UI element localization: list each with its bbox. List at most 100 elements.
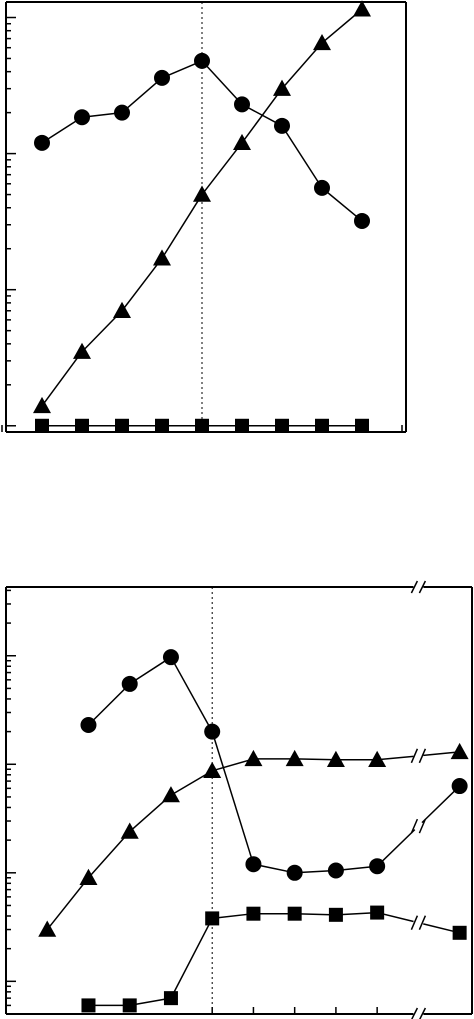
series-circle: [80, 649, 468, 881]
data-point-triangle: [244, 749, 263, 767]
data-point-triangle: [273, 79, 291, 96]
data-point-circle: [80, 717, 97, 734]
series-segment: [211, 731, 255, 865]
line-break-slash: [418, 818, 427, 834]
line-break-slash: [410, 748, 419, 764]
data-point-triangle: [193, 185, 211, 202]
series-segment: [161, 194, 203, 259]
series-segment: [421, 785, 461, 824]
series-segment: [376, 829, 416, 867]
series-segment: [241, 88, 283, 144]
data-point-triangle: [353, 0, 371, 17]
data-point-triangle: [326, 750, 345, 767]
data-point-circle: [327, 862, 344, 879]
line-break-slash: [410, 915, 419, 930]
series-segment: [281, 125, 323, 189]
series-triangle: [33, 0, 371, 414]
data-point-circle: [194, 52, 210, 69]
series-segment: [121, 77, 163, 114]
data-point-square: [75, 418, 89, 433]
data-point-triangle: [79, 868, 98, 885]
data-point-circle: [162, 649, 179, 666]
data-point-square: [355, 418, 369, 433]
series-segment: [377, 755, 414, 761]
axis-break-slash: [411, 1007, 419, 1019]
data-point-triangle: [450, 742, 469, 760]
chart-panel-2: [5, 580, 473, 1019]
data-point-square: [235, 418, 249, 433]
data-point-circle: [74, 109, 90, 126]
line-break-slash: [418, 748, 427, 764]
series-segment: [170, 656, 213, 732]
series-square: [35, 418, 369, 433]
series-segment: [201, 142, 243, 196]
series-segment: [41, 351, 83, 407]
axis-frame: [5, 586, 473, 1015]
axis-break-slash: [418, 580, 427, 594]
data-point-circle: [114, 104, 130, 121]
data-point-triangle: [38, 920, 57, 937]
data-point-square: [81, 998, 96, 1013]
data-point-square: [315, 418, 329, 433]
data-point-triangle: [368, 750, 387, 767]
series-segment: [294, 758, 336, 761]
data-point-square: [275, 418, 289, 433]
data-point-triangle: [285, 749, 304, 767]
axis-break: [410, 580, 427, 1019]
data-point-circle: [154, 69, 170, 86]
data-point-circle: [34, 134, 50, 151]
data-point-square: [328, 907, 343, 922]
data-point-triangle: [120, 822, 139, 839]
data-point-square: [115, 418, 129, 433]
data-point-circle: [274, 117, 290, 134]
data-point-circle: [121, 675, 138, 692]
series-segment: [321, 187, 363, 222]
data-point-square: [195, 418, 209, 433]
data-point-square: [205, 911, 220, 926]
data-point-circle: [234, 96, 250, 113]
data-point-triangle: [73, 342, 91, 359]
series-segment: [121, 257, 163, 312]
series-segment: [170, 918, 213, 999]
data-point-triangle: [203, 761, 222, 779]
data-point-circle: [451, 778, 468, 795]
data-point-square: [35, 418, 49, 433]
series-triangle: [38, 742, 469, 937]
line-break-slash: [410, 818, 419, 834]
data-point-square: [287, 906, 302, 921]
axis-break-slash: [419, 1007, 427, 1019]
axis-break-gap: [413, 581, 424, 593]
series-segment: [87, 831, 131, 879]
data-point-triangle: [161, 786, 180, 803]
series-square: [81, 905, 467, 1013]
data-point-circle: [369, 858, 386, 875]
data-point-circle: [204, 723, 221, 740]
data-point-triangle: [113, 301, 131, 318]
data-point-triangle: [233, 133, 251, 151]
data-point-circle: [286, 864, 303, 881]
data-point-circle: [245, 856, 262, 873]
series-segment: [201, 60, 243, 105]
data-point-triangle: [313, 33, 331, 51]
axis-break-slash: [410, 580, 419, 594]
axis-break-gap: [413, 1008, 424, 1019]
series-segment: [46, 877, 90, 931]
y-ticks: [6, 589, 16, 1015]
data-point-square: [370, 905, 385, 920]
data-point-square: [155, 418, 169, 433]
chart-panel-1: [1, 0, 407, 433]
data-point-triangle: [153, 249, 171, 266]
x-ticks: [211, 1007, 378, 1014]
series-segment: [423, 751, 460, 757]
line-break-slash: [418, 915, 427, 930]
series-segment: [87, 683, 131, 726]
data-point-triangle: [33, 396, 51, 414]
series-segment: [129, 656, 172, 685]
series-segment: [211, 758, 254, 772]
data-point-square: [122, 998, 137, 1013]
y-ticks: [6, 16, 16, 433]
data-point-circle: [354, 212, 370, 229]
series-circle: [34, 52, 370, 229]
